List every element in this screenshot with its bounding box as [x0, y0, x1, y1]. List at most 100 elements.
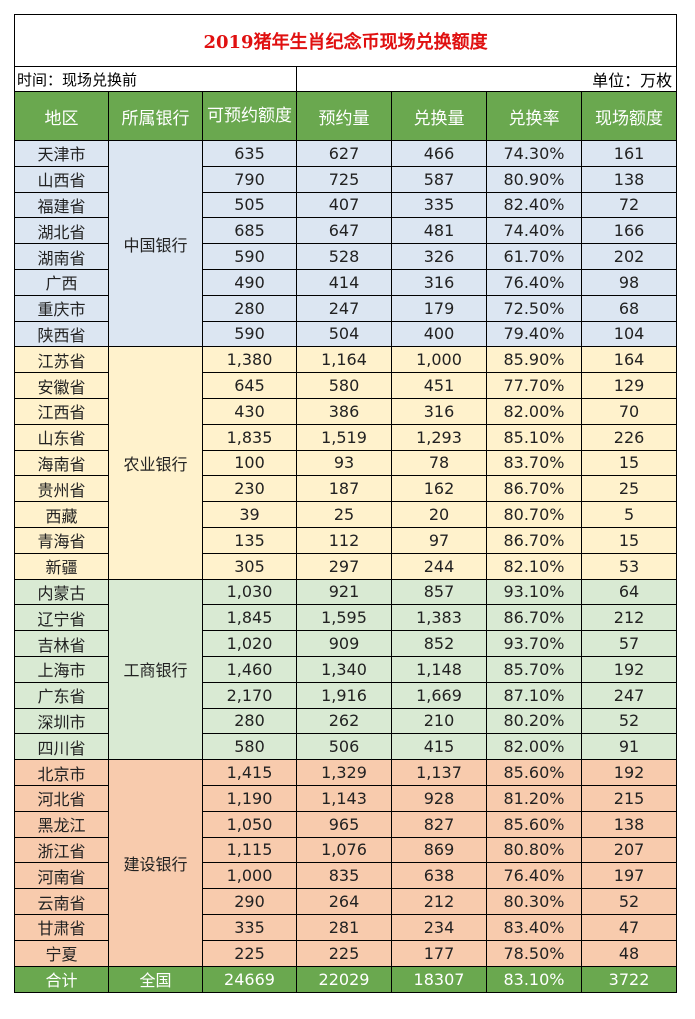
cell-region: 山西省: [14, 165, 109, 193]
cell-reserved: 407: [296, 191, 392, 219]
cell-exchanged: 1,148: [391, 655, 487, 683]
table-row: 青海省 135 112 97 86.70% 15: [14, 526, 678, 554]
cell-region: 云南省: [14, 888, 109, 915]
total-scope: 全国: [108, 965, 203, 993]
cell-reservable-quota: 645: [202, 372, 297, 399]
cell-exchange-rate: 80.30%: [486, 888, 582, 915]
cell-exchanged: 1,383: [391, 604, 487, 632]
table-row: 广东省 2,170 1,916 1,669 87.10% 247: [14, 681, 678, 709]
cell-reserved: 1,143: [296, 784, 392, 812]
cell-exchanged: 162: [391, 475, 487, 503]
cell-exchange-rate: 82.10%: [486, 552, 582, 580]
cell-exchange-rate: 93.70%: [486, 630, 582, 657]
cell-reservable-quota: 2,170: [202, 681, 297, 709]
cell-reserved: 909: [296, 630, 392, 657]
cell-region: 宁夏: [14, 939, 109, 967]
quota-table-container: 2019猪年生肖纪念币现场兑换额度 时间：现场兑换前 单位：万枚 地区 所属银行…: [13, 14, 678, 993]
header-region: 地区: [14, 91, 109, 141]
table-row: 上海市 1,460 1,340 1,148 85.70% 192: [14, 655, 678, 683]
cell-region: 青海省: [14, 526, 109, 554]
cell-region: 内蒙古: [14, 578, 109, 606]
cell-exchanged: 1,293: [391, 423, 487, 451]
unit-label: 单位：万枚: [295, 66, 678, 92]
total-reserved: 22029: [296, 965, 392, 993]
cell-region: 天津市: [14, 140, 109, 167]
cell-exchange-rate: 82.40%: [486, 191, 582, 219]
cell-reservable-quota: 39: [202, 501, 297, 528]
cell-onsite-quota: 138: [580, 165, 678, 193]
cell-reserved: 1,164: [296, 346, 392, 374]
cell-exchanged: 1,000: [391, 346, 487, 374]
cell-exchanged: 1,137: [391, 759, 487, 786]
cell-reserved: 112: [296, 526, 392, 554]
cell-onsite-quota: 53: [580, 552, 678, 580]
cell-onsite-quota: 52: [580, 707, 678, 735]
table-title: 2019猪年生肖纪念币现场兑换额度: [13, 14, 678, 67]
cell-exchange-rate: 76.40%: [486, 862, 582, 890]
cell-exchanged: 415: [391, 733, 487, 761]
cell-onsite-quota: 15: [580, 449, 678, 477]
cell-exchange-rate: 83.40%: [486, 913, 582, 941]
table-row: 深圳市 280 262 210 80.20% 52: [14, 707, 678, 735]
cell-exchanged: 400: [391, 320, 487, 348]
table-row: 山东省 1,835 1,519 1,293 85.10% 226: [14, 423, 678, 451]
total-label: 合计: [14, 965, 109, 993]
cell-exchanged: 316: [391, 397, 487, 425]
table-row: 重庆市 280 247 179 72.50% 68: [14, 294, 678, 322]
cell-region: 浙江省: [14, 836, 109, 864]
cell-region: 江苏省: [14, 346, 109, 374]
cell-reservable-quota: 230: [202, 475, 297, 503]
bank-group-label: 建设银行: [108, 759, 203, 967]
cell-exchanged: 869: [391, 836, 487, 864]
cell-reserved: 528: [296, 243, 392, 270]
cell-onsite-quota: 226: [580, 423, 678, 451]
table-row: 宁夏 225 225 177 78.50% 48: [14, 939, 678, 967]
cell-onsite-quota: 212: [580, 604, 678, 632]
cell-region: 上海市: [14, 655, 109, 683]
cell-exchange-rate: 82.00%: [486, 733, 582, 761]
table-row: 内蒙古 工商银行 1,030 921 857 93.10% 64: [14, 578, 678, 761]
cell-exchanged: 244: [391, 552, 487, 580]
cell-region: 黑龙江: [14, 810, 109, 838]
cell-exchange-rate: 85.90%: [486, 346, 582, 374]
cell-reserved: 1,519: [296, 423, 392, 451]
cell-region: 陕西省: [14, 320, 109, 348]
cell-onsite-quota: 91: [580, 733, 678, 761]
cell-exchange-rate: 74.30%: [486, 140, 582, 167]
cell-region: 河南省: [14, 862, 109, 890]
table-row: 云南省 290 264 212 80.30% 52: [14, 888, 678, 915]
table-row: 新疆 305 297 244 82.10% 53: [14, 552, 678, 580]
cell-reserved: 1,076: [296, 836, 392, 864]
cell-reservable-quota: 1,380: [202, 346, 297, 374]
cell-reservable-quota: 280: [202, 707, 297, 735]
cell-region: 西藏: [14, 501, 109, 528]
cell-reservable-quota: 1,460: [202, 655, 297, 683]
cell-exchanged: 857: [391, 578, 487, 606]
cell-onsite-quota: 129: [580, 372, 678, 399]
cell-exchanged: 1,669: [391, 681, 487, 709]
cell-exchanged: 335: [391, 191, 487, 219]
cell-onsite-quota: 64: [580, 578, 678, 606]
cell-onsite-quota: 57: [580, 630, 678, 657]
cell-reservable-quota: 505: [202, 191, 297, 219]
cell-reservable-quota: 1,050: [202, 810, 297, 838]
cell-onsite-quota: 164: [580, 346, 678, 374]
cell-exchange-rate: 80.20%: [486, 707, 582, 735]
cell-region: 新疆: [14, 552, 109, 580]
cell-region: 福建省: [14, 191, 109, 219]
table-row: 河南省 1,000 835 638 76.40% 197: [14, 862, 678, 890]
cell-exchange-rate: 79.40%: [486, 320, 582, 348]
table-row: 贵州省 230 187 162 86.70% 25: [14, 475, 678, 503]
cell-exchange-rate: 85.60%: [486, 810, 582, 838]
header-onsite-quota: 现场额度: [580, 91, 678, 141]
cell-onsite-quota: 68: [580, 294, 678, 322]
cell-region: 重庆市: [14, 294, 109, 322]
cell-exchanged: 234: [391, 913, 487, 941]
cell-exchange-rate: 93.10%: [486, 578, 582, 606]
cell-reservable-quota: 225: [202, 939, 297, 967]
cell-region: 辽宁省: [14, 604, 109, 632]
cell-reservable-quota: 1,845: [202, 604, 297, 632]
table-row: 天津市 中国银行 635 627 466 74.30% 161: [14, 139, 678, 348]
table-row: 海南省 100 93 78 83.70% 15: [14, 449, 678, 477]
cell-reservable-quota: 305: [202, 552, 297, 580]
